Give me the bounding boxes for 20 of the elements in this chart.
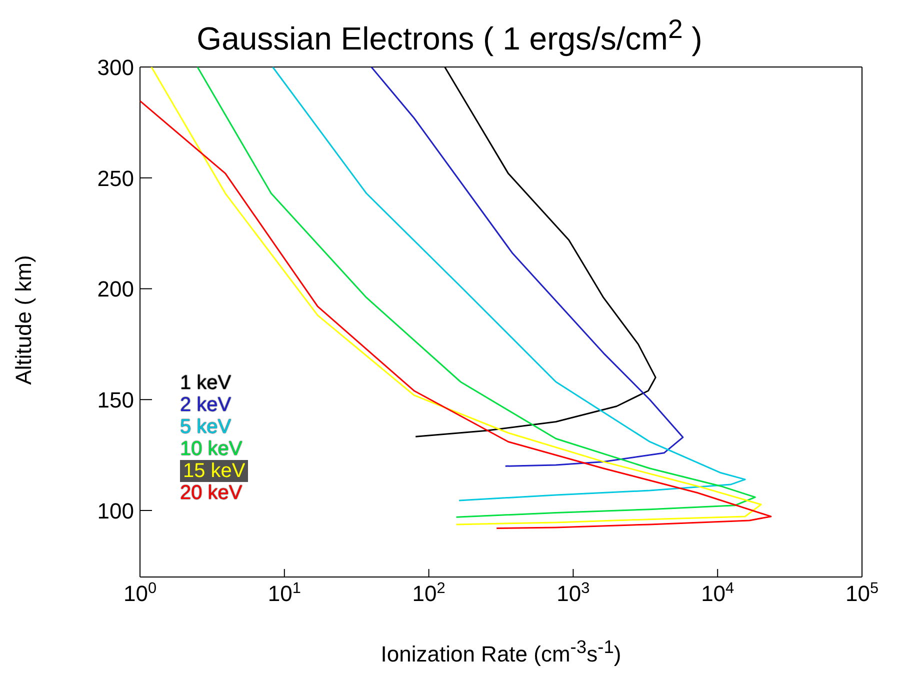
x-tick-label: 10$^{5}$	[845, 580, 879, 606]
y-tick-label: 300	[97, 55, 134, 80]
x-tick-label: 10$^{3}$	[556, 580, 590, 606]
text: 15 keV	[180, 460, 248, 482]
text: 10 keV	[180, 438, 242, 460]
y-tick-label: 250	[97, 166, 134, 191]
chart-title: Gaussian Electrons ( 1 ergs/s/cm$^{2}$ )	[196, 14, 702, 57]
text: 20 keV	[180, 482, 242, 504]
x-tick-label: 10$^{0}$	[123, 580, 157, 606]
y-tick-label: 100	[97, 498, 134, 524]
y-axis-title: Altitude ( km)	[11, 255, 37, 385]
y-tick-label: 200	[97, 276, 134, 302]
x-tick-label: 10$^{1}$	[268, 580, 301, 606]
x-axis-title: Ionization Rate (cm$^{-3}$s$^{-1}$)	[380, 636, 622, 668]
text: 1 keV	[180, 372, 232, 394]
y-tick-label: 150	[97, 388, 134, 413]
x-tick-label: 10$^{2}$	[412, 580, 446, 606]
text: 2 keV	[180, 394, 232, 416]
x-tick-label: 10$^{4}$	[701, 580, 735, 606]
text: 5 keV	[180, 416, 232, 438]
